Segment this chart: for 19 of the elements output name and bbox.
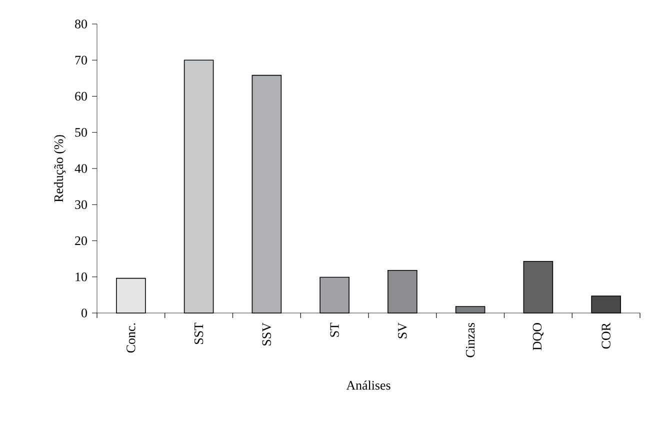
y-tick-label: 40	[74, 164, 87, 173]
x-tick-label: Cinzas	[466, 322, 475, 358]
y-axis-title: Redução (%)	[54, 135, 66, 202]
x-tick-label: SSV	[262, 322, 272, 346]
x-axis-title: Análises	[346, 380, 390, 390]
y-tick-label: 10	[76, 272, 87, 282]
y-tick-label: 60	[75, 92, 87, 101]
x-tick-label: Conc.	[126, 323, 136, 353]
y-tick-label: 70	[75, 56, 87, 64]
x-tick-label: COR	[602, 322, 610, 349]
x-tick-label: SV	[398, 322, 407, 338]
y-tick-label: 30	[75, 200, 87, 209]
x-tick-label: DQO	[532, 323, 544, 350]
y-tick-label: 20	[75, 236, 87, 246]
y-tick-label: 0	[82, 308, 87, 318]
x-tick-label: ST	[330, 322, 339, 337]
y-tick-label: 50	[75, 128, 87, 137]
y-tick-label: 80	[75, 20, 87, 28]
x-tick-label: SST	[194, 322, 204, 344]
